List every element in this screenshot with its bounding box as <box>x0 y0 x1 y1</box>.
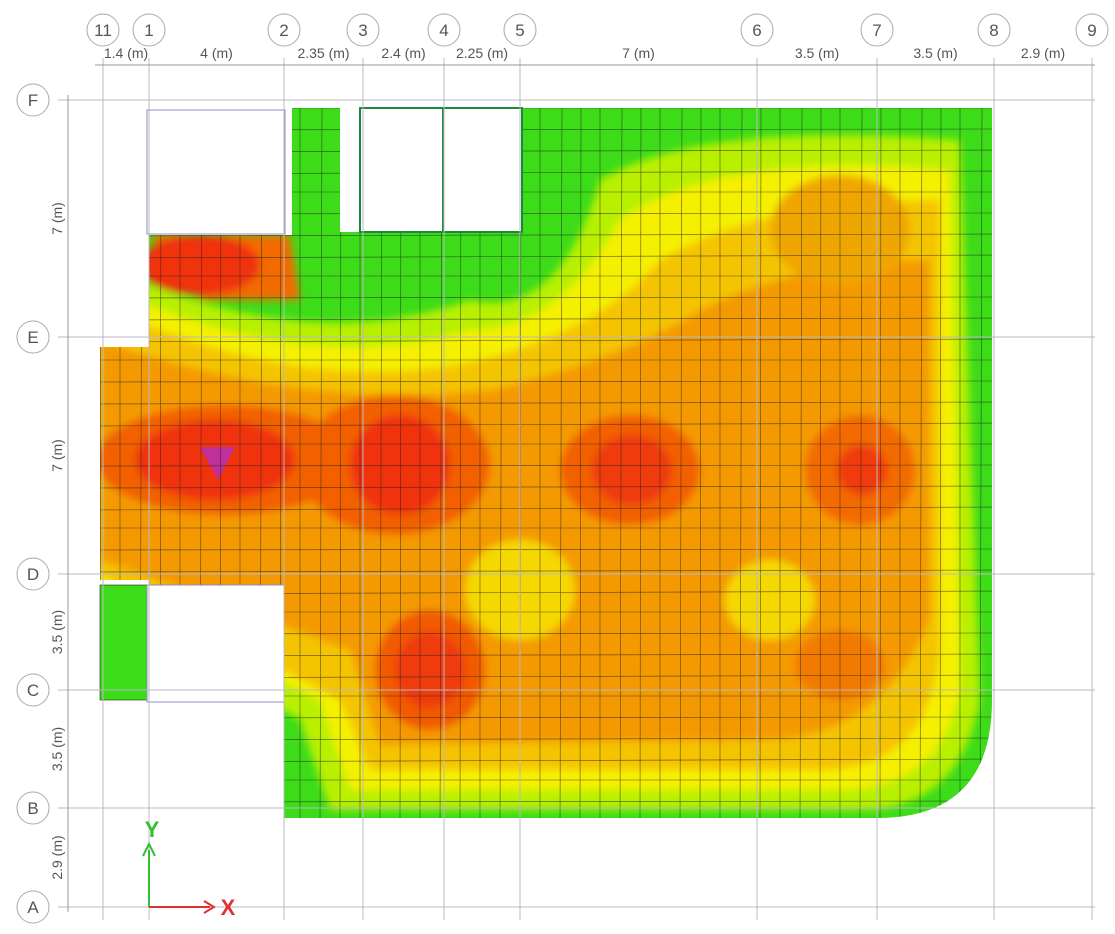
dimension-label: 3.5 (m) <box>49 727 65 771</box>
slab-strip <box>100 585 148 700</box>
grid-label: B <box>27 799 38 818</box>
dimension-label: 3.5 (m) <box>49 610 65 654</box>
grid-label: D <box>27 565 39 584</box>
x-axis-label: X <box>221 895 236 920</box>
dimension-label: 2.9 (m) <box>1021 45 1065 61</box>
opening <box>147 585 284 702</box>
grid-label: 11 <box>94 21 112 40</box>
dimension-label: 3.5 (m) <box>913 45 957 61</box>
dimension-label: 1.4 (m) <box>104 45 148 61</box>
grid-label: 9 <box>1087 21 1096 40</box>
grid-label: C <box>27 681 39 700</box>
dimension-label: 7 (m) <box>622 45 655 61</box>
dimension-label: 2.35 (m) <box>297 45 349 61</box>
grid-label: E <box>27 328 38 347</box>
dimension-label: 7 (m) <box>49 439 65 472</box>
dimension-label: 2.9 (m) <box>49 835 65 879</box>
dimension-label: 7 (m) <box>49 202 65 235</box>
dimension-label: 2.25 (m) <box>456 45 508 61</box>
grid-label: 7 <box>872 21 881 40</box>
grid-label: 5 <box>515 21 524 40</box>
axis-symbol: X Y <box>143 817 236 920</box>
grid-label: 8 <box>989 21 998 40</box>
opening <box>360 108 522 232</box>
dimension-label: 4 (m) <box>200 45 233 61</box>
grid-label: 6 <box>752 21 761 40</box>
grid-label: 4 <box>439 21 448 40</box>
y-axis-label: Y <box>145 817 160 842</box>
grid-label: A <box>27 898 39 917</box>
grid-label: F <box>28 91 38 110</box>
opening <box>147 110 285 234</box>
dimension-label: 3.5 (m) <box>795 45 839 61</box>
grid-label: 1 <box>144 21 153 40</box>
grid-label: 2 <box>279 21 288 40</box>
grid-label: 3 <box>358 21 367 40</box>
dimension-label: 2.4 (m) <box>381 45 425 61</box>
slab-contour-diagram: 11123456789FEDCBA1.4 (m)4 (m)2.35 (m)2.4… <box>0 0 1115 929</box>
